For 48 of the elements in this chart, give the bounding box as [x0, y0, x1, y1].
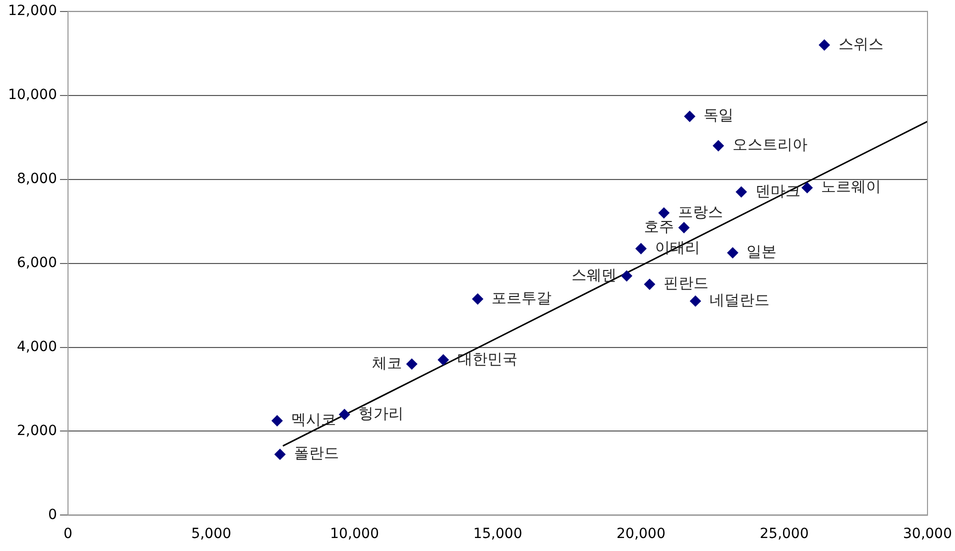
annotation: 스웨덴	[572, 266, 617, 284]
point	[338, 408, 350, 420]
annotation: 일본	[746, 242, 777, 261]
x-tick-label: 25,000	[760, 526, 809, 542]
point	[272, 415, 283, 426]
point	[406, 358, 418, 370]
y-tick-label: 2,000	[16, 422, 57, 439]
y-tick-label: 10,000	[8, 87, 57, 104]
y-tick-label: 4,000	[16, 338, 57, 355]
annotation: 호주	[644, 218, 674, 236]
point	[684, 110, 696, 122]
annotation: 네덜란드	[709, 290, 770, 309]
x-tick-label: 20,000	[616, 526, 666, 542]
point	[736, 186, 747, 198]
x-tick-label: 15,000	[473, 526, 522, 542]
annotation: 스위스	[838, 34, 884, 53]
point	[727, 247, 738, 258]
point	[274, 448, 286, 460]
point	[472, 293, 484, 304]
y-tick-label: 6,000	[16, 254, 57, 271]
x-tick-label: 5,000	[191, 526, 232, 542]
x-tick-label: 10,000	[330, 526, 379, 542]
x-tick-label: 30,000	[903, 526, 952, 542]
y-tick-label: 8,000	[16, 170, 57, 187]
annotation: 헝가리	[358, 404, 404, 422]
y-tick-label: 12,000	[8, 3, 57, 20]
point	[712, 140, 724, 152]
point	[438, 354, 449, 366]
point	[678, 222, 690, 234]
annotation: 체코	[372, 354, 402, 372]
annotation: 프랑스	[678, 202, 723, 221]
point	[658, 207, 670, 218]
point	[621, 270, 632, 282]
point	[818, 39, 830, 50]
annotation: 핀란드	[664, 274, 709, 292]
annotation: 폴란드	[294, 444, 339, 462]
annotation: 노르웨이	[821, 178, 882, 196]
annotation: 오스트리아	[732, 136, 808, 154]
point	[644, 278, 656, 290]
annotation: 포르투갈	[492, 288, 552, 307]
annotation: 대한민국	[457, 350, 518, 368]
point	[802, 182, 813, 194]
annotation: 독일	[704, 106, 734, 124]
point	[636, 243, 646, 254]
x-tick-label: 0	[64, 526, 72, 542]
point	[690, 296, 701, 307]
annotation: 멕시코	[291, 410, 336, 429]
y-tick-label: 0	[48, 506, 57, 523]
